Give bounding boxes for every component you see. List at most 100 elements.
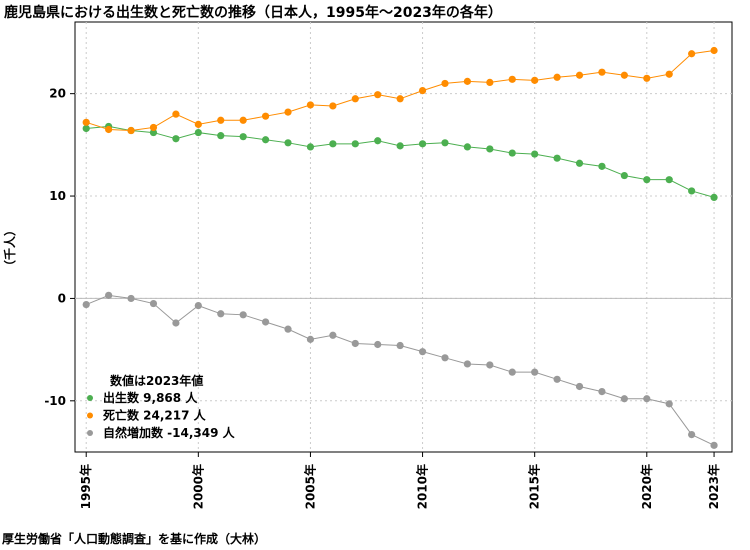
legend-marker [87,412,93,419]
x-tick-label: 2020年 [639,464,654,509]
x-tick-label: 2010年 [415,464,430,509]
legend-label: 死亡数 24,217 人 [103,408,207,423]
plot-frame [74,21,733,453]
y-tick-label: 20 [49,87,66,101]
data-point [239,116,247,124]
data-point [575,159,584,167]
data-point [620,71,628,79]
data-point [306,101,315,109]
data-point [329,102,337,110]
data-point [643,176,651,184]
data-point [553,375,561,383]
data-point [575,71,584,79]
data-point [329,140,337,148]
source-note: 厚生労働省「人口動態調査」を基に作成（大林） [2,532,267,546]
y-axis: -10 0 10 20 [44,87,75,408]
series-group [82,46,718,449]
data-point [418,140,427,148]
data-point [710,193,718,201]
data-point [172,135,180,143]
data-point [396,142,404,150]
series-line [86,49,715,132]
data-point [172,110,180,118]
data-point [463,143,472,151]
legend-title: 数値は2023年値 [110,373,203,388]
chart-title: 鹿児島県における出生数と死亡数の推移（日本人，1995年～2023年の各年） [4,5,502,21]
data-point [284,108,292,116]
data-point [82,118,90,126]
data-point [643,74,651,82]
legend-marker [87,430,93,436]
data-point [194,128,202,137]
x-tick-label: 2015年 [527,464,542,509]
data-point [531,368,539,376]
data-point [239,133,247,141]
data-point [374,137,382,145]
data-point [688,430,696,439]
data-point [598,387,606,396]
x-tick-label: 2000年 [190,464,205,509]
data-point [351,140,359,148]
data-point [82,124,90,133]
data-point [261,136,270,144]
x-axis: 1995年 2000年 2005年 2010年 2015年 2020年 2023年 [78,452,721,509]
data-point [418,348,427,356]
x-tick-label: 1995年 [78,464,93,509]
data-point [553,154,561,162]
series-line [86,125,715,198]
data-point [127,294,135,303]
legend-label: 自然増加数 -14,349 人 [103,425,236,440]
data-point [105,125,113,134]
data-point [531,150,539,158]
legend-marker [87,395,93,401]
data-point [441,79,449,88]
data-point [396,95,404,103]
data-point [149,299,158,308]
data-point [643,395,651,403]
data-point [105,291,113,299]
data-point [620,395,628,403]
y-tick-label: 0 [58,291,66,305]
x-tick-label: 2005年 [302,464,317,509]
data-point [441,139,449,147]
data-point [441,354,449,362]
data-point [508,368,516,376]
data-point [149,128,158,137]
x-tick-label: 2023年 [706,464,721,509]
data-point [486,78,494,87]
data-point [351,95,359,103]
data-point [239,311,247,319]
data-point [508,75,516,83]
y-tick-label: 10 [49,189,66,203]
data-point [665,400,673,408]
data-point [710,441,718,449]
data-point [396,341,404,350]
data-point [306,335,315,343]
data-point [127,126,135,135]
data-point [194,120,202,128]
data-point [508,149,516,157]
data-point [688,187,696,195]
data-point [261,318,270,326]
data-point [374,91,382,99]
data-point [531,76,539,84]
data-point [284,325,292,333]
y-axis-label: （千人） [2,224,17,272]
data-point [329,331,337,339]
y-tick-label: -10 [44,394,66,408]
data-point [463,77,472,85]
data-point [194,301,202,310]
legend-label: 出生数 9,868 人 [103,390,198,405]
data-point [665,176,673,184]
data-point [486,361,494,369]
data-point [261,112,270,120]
data-point [374,340,382,349]
data-point [486,145,494,153]
data-point [665,70,673,78]
series-line [86,294,715,446]
data-point [217,132,225,140]
data-point [149,123,158,132]
data-point [418,86,427,95]
